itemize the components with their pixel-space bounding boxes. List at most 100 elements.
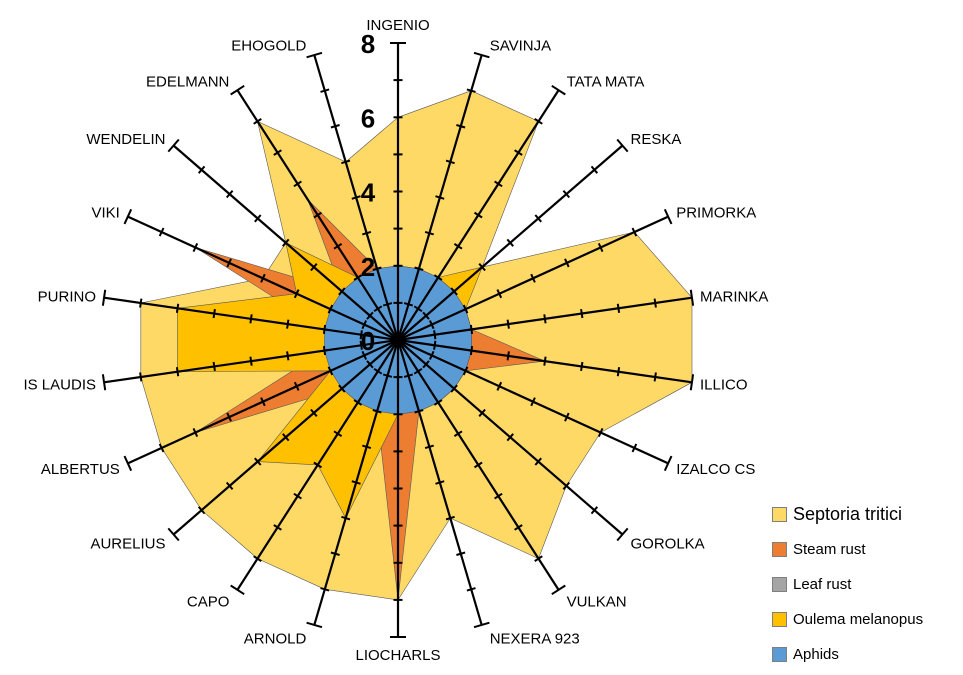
axis-tick-tata-mata: [453, 243, 463, 250]
axis-tick-gorolka: [534, 457, 542, 466]
legend-swatch: [772, 576, 787, 592]
axis-tick-gorolka: [450, 384, 458, 393]
axis-tick-vulkan: [433, 399, 443, 406]
legend-item-steam-rust: Steam rust: [772, 538, 960, 560]
axis-tick-ehogold: [330, 124, 340, 129]
axis-tick-marinka: [689, 289, 695, 306]
axis-tick-primorka: [462, 304, 469, 314]
axis-tick-reska: [562, 190, 571, 199]
axis-tick-albertus: [293, 381, 300, 391]
axis-tick-ehogold: [372, 266, 382, 271]
axis-tick-arnold: [362, 444, 372, 450]
axis-tick-wendelin: [167, 138, 180, 153]
axis-tick-purino: [359, 330, 363, 340]
legend-item-septoria-tritici: Septoria tritici: [772, 503, 960, 525]
axis-tick-primorka: [564, 258, 570, 268]
axis-tick-edelmann: [333, 243, 343, 250]
axis-tick-albertus: [192, 427, 199, 438]
axis-tick-viki: [123, 208, 133, 225]
axis-tick-edelmann: [293, 180, 302, 188]
axis-tick-is-laudis: [322, 345, 327, 356]
axis-tick-purino: [322, 324, 327, 335]
axis-tick-izalco-cs: [597, 427, 604, 438]
axis-tick-is-laudis: [359, 340, 363, 350]
axis-tick-tata-mata: [494, 180, 503, 188]
category-label-illico: ILLICO: [700, 376, 748, 393]
axis-tick-primorka: [530, 273, 536, 283]
axis-tick-vulkan: [494, 492, 503, 500]
axis-tick-edelmann: [273, 149, 282, 156]
axis-tick-tata-mata: [514, 149, 523, 156]
legend-swatch: [772, 611, 787, 627]
axis-tick-gorolka: [590, 506, 599, 515]
axis-tick-viki: [293, 289, 300, 299]
axes-layer: [101, 42, 695, 638]
axis-tick-arnold: [306, 621, 323, 629]
axis-tick-vulkan: [551, 584, 566, 596]
axis-tick-savinja: [424, 230, 434, 236]
axis-tick-reska: [616, 138, 629, 153]
axis-tick-purino: [212, 308, 216, 319]
axis-tick-izalco-cs: [530, 397, 536, 407]
category-label-wendelin: WENDELIN: [86, 131, 165, 148]
axis-tick-reska: [506, 238, 514, 247]
axis-tick-wendelin: [366, 311, 374, 320]
axis-tick-illico: [616, 367, 621, 377]
axis-tick-gorolka: [562, 481, 571, 490]
category-label-tata-mata: TATA MATA: [567, 74, 645, 91]
radial-tick-label: 8: [361, 29, 375, 59]
legend-swatch: [772, 541, 787, 557]
axis-tick-is-laudis: [249, 356, 253, 366]
axis-tick-aurelius: [282, 433, 290, 442]
axis-tick-marinka: [469, 324, 474, 335]
axis-tick-savinja: [414, 266, 424, 271]
axis-tick-nexera-923: [445, 515, 455, 521]
axis-tick-savinja: [435, 195, 445, 200]
category-label-izalco-cs: IZALCO CS: [676, 461, 755, 478]
radial-tick-label: 0: [361, 326, 375, 356]
axis-tick-marinka: [433, 330, 437, 340]
axis-tick-ehogold: [341, 159, 351, 165]
axis-tick-primorka: [597, 242, 604, 253]
axis-tick-tata-mata: [534, 118, 543, 125]
category-label-savinja: SAVINJA: [490, 37, 551, 54]
axis-tick-edelmann: [373, 305, 383, 313]
category-label-is-laudis: IS LAUDIS: [23, 376, 96, 393]
category-label-primorka: PRIMORKA: [676, 205, 756, 222]
axis-tick-edelmann: [230, 84, 245, 96]
category-label-gorolka: GOROLKA: [631, 536, 705, 553]
axis-tick-nexera-923: [466, 587, 476, 592]
axis-tick-illico: [433, 340, 437, 350]
axis-tick-albertus: [260, 397, 266, 407]
legend-label: Septoria tritici: [793, 503, 903, 524]
category-label-aurelius: AURELIUS: [90, 536, 165, 553]
axis-tick-izalco-cs: [631, 443, 638, 453]
axis-tick-primorka: [428, 320, 435, 330]
axis-tick-nexera-923: [424, 444, 434, 450]
axis-tick-izalco-cs: [428, 350, 435, 360]
axis-tick-vulkan: [534, 555, 543, 562]
axis-tick-tata-mata: [433, 274, 443, 281]
legend-label: Aphids: [793, 645, 839, 663]
axis-tick-reska: [422, 311, 430, 320]
legend-label: Oulema melanopus: [793, 610, 924, 628]
category-labels-layer: INGENIO SAVINJA TATA MATA RESKA PRIMORKA MARI…: [23, 17, 768, 664]
axis-tick-gorolka: [506, 433, 514, 442]
axis-tick-marinka: [580, 308, 584, 319]
axis-tick-nexera-923: [456, 551, 466, 556]
axis-tick-aurelius: [225, 481, 234, 490]
axis-tick-savinja: [403, 302, 414, 307]
axis-tick-wendelin: [225, 190, 234, 199]
category-label-liocharls: LIOCHARLS: [355, 647, 440, 664]
axis-tick-vulkan: [514, 524, 523, 531]
axis-tick-savinja: [445, 159, 455, 165]
axis-tick-aurelius: [310, 408, 318, 417]
category-label-capo: CAPO: [187, 594, 230, 611]
axis-tick-gorolka: [422, 360, 430, 369]
axis-tick-aurelius: [338, 384, 346, 393]
axis-tick-gorolka: [616, 527, 629, 542]
axis-tick-nexera-923: [403, 373, 414, 378]
axis-tick-is-laudis: [212, 361, 216, 372]
category-label-albertus: ALBERTUS: [41, 461, 120, 478]
category-label-purino: PURINO: [38, 288, 96, 305]
